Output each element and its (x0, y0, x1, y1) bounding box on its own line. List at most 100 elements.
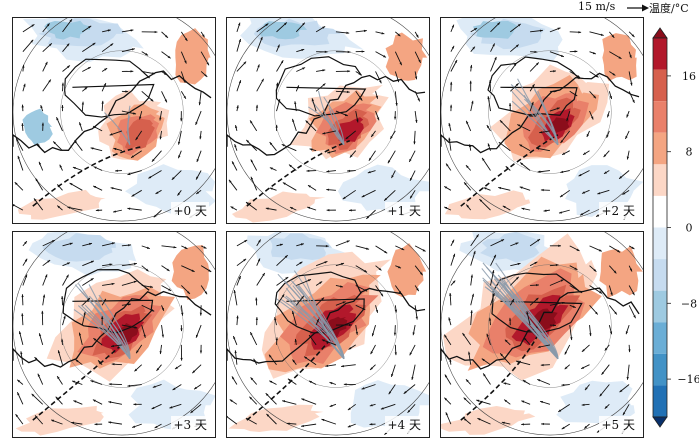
wind-arrow-icon (393, 111, 397, 120)
wind-arrow-icon (342, 189, 356, 200)
wind-arrow-icon (309, 148, 317, 152)
wind-arrow-icon (20, 351, 24, 365)
wind-arrow-icon (245, 201, 257, 211)
wind-arrow-icon (526, 311, 531, 326)
wind-arrow-icon (101, 43, 114, 53)
colorbar-tick-label: −16 (677, 373, 699, 386)
wind-arrow-icon (21, 123, 24, 131)
wind-arrow-icon (558, 209, 570, 214)
wind-arrow-icon (486, 124, 491, 132)
wind-arrow-icon (236, 239, 248, 247)
wind-arrow-icon (234, 350, 238, 365)
wind-arrow-icon (62, 18, 73, 33)
panel-day-label: +1 天 (385, 202, 423, 219)
wind-arrow-icon (540, 363, 550, 367)
wind-arrow-icon (628, 91, 635, 104)
wind-arrow-icon (628, 245, 635, 250)
wind-arrow-icon (608, 91, 613, 100)
wind-arrow-icon (61, 338, 64, 345)
wind-arrow-icon (250, 159, 258, 171)
wind-arrow-icon (22, 240, 28, 247)
wind-arrow-icon (628, 31, 635, 38)
wind-arrow-icon (335, 90, 350, 94)
temperature-anomaly-region (480, 232, 541, 263)
wind-arrow-icon (608, 324, 613, 335)
wind-arrow-icon (78, 332, 83, 346)
wind-arrow-icon (233, 289, 238, 306)
wind-arrow-icon (161, 31, 169, 39)
wind-arrow-icon (536, 147, 551, 152)
wind-arrow-icon (234, 144, 238, 151)
wind-arrow-icon (375, 71, 382, 84)
wind-arrow-icon (134, 364, 143, 372)
wind-arrow-icon (198, 91, 202, 106)
wind-arrow-icon (38, 161, 44, 171)
wind-arrow-icon (355, 325, 359, 335)
wind-arrow-icon (450, 239, 455, 247)
wind-arrow-icon (395, 265, 402, 269)
wind-arrow-icon (62, 65, 71, 72)
wind-arrow-icon (236, 38, 241, 52)
coastline (274, 271, 365, 334)
wind-arrow-icon (448, 122, 452, 132)
map-field (441, 18, 643, 222)
wind-arrow-icon (355, 91, 363, 101)
wind-arrow-icon (321, 339, 337, 346)
wind-arrow-icon (501, 421, 511, 425)
wind-arrow-icon (444, 397, 452, 405)
wind-arrow-icon (130, 150, 142, 159)
wind-arrow-icon (180, 71, 186, 83)
wind-arrow-icon (470, 64, 473, 72)
wind-arrow-icon (250, 377, 258, 385)
wind-arrow-icon (394, 51, 403, 66)
wind-arrow-icon (131, 189, 142, 197)
wind-arrow-icon (268, 354, 277, 365)
map-field (13, 232, 215, 436)
wind-arrow-icon (121, 280, 137, 286)
wind-arrow-icon (530, 29, 543, 33)
wind-arrow-icon (82, 297, 91, 306)
wind-arrow-icon (195, 170, 202, 180)
wind-arrow-icon (619, 384, 630, 393)
wind-arrow-icon (394, 285, 402, 295)
wind-arrow-icon (321, 418, 337, 425)
wind-arrow-icon (295, 85, 300, 92)
wind-arrow-icon (355, 304, 366, 311)
wind-arrow-icon (200, 285, 208, 295)
wind-arrow-icon (141, 90, 154, 102)
wind-arrow-icon (603, 150, 610, 158)
wind-arrow-icon (529, 261, 538, 267)
wind-arrow-icon (582, 150, 590, 156)
wind-arrow-icon (569, 90, 578, 97)
wind-arrow-icon (301, 423, 317, 428)
wind-arrow-icon (200, 265, 212, 273)
wind-arrow-icon (335, 110, 348, 117)
wind-arrow-icon (450, 81, 453, 92)
wind-arrow-icon (561, 150, 570, 156)
wind-arrow-icon (445, 163, 452, 171)
wind-arrow-icon (281, 143, 297, 152)
wind-arrow-icon (177, 150, 182, 159)
wind-arrow-icon (355, 29, 367, 33)
wind-arrow-icon (249, 396, 258, 405)
wind-arrow-icon (348, 344, 356, 350)
wind-arrow-icon (295, 22, 306, 33)
wind-arrow-icon (14, 181, 24, 191)
wind-arrow-icon (569, 71, 581, 78)
wind-arrow-icon (200, 31, 205, 38)
wind-arrow-icon (482, 373, 491, 385)
wind-arrow-icon (102, 282, 115, 286)
wind-arrow-icon (603, 170, 610, 175)
temperature-anomaly-region (444, 190, 531, 220)
wind-arrow-icon (481, 157, 491, 171)
wind-arrow-icon (341, 364, 356, 368)
coastline (275, 56, 367, 117)
wind-arrow-icon (274, 317, 277, 326)
wind-arrow-icon (276, 276, 289, 286)
wind-arrow-icon (608, 285, 613, 296)
wind-arrow-icon (449, 104, 453, 112)
colorbar-bin (653, 227, 667, 260)
wind-arrow-icon (200, 51, 210, 66)
wind-arrow-icon (288, 164, 297, 171)
wind-arrow-icon (463, 417, 471, 425)
